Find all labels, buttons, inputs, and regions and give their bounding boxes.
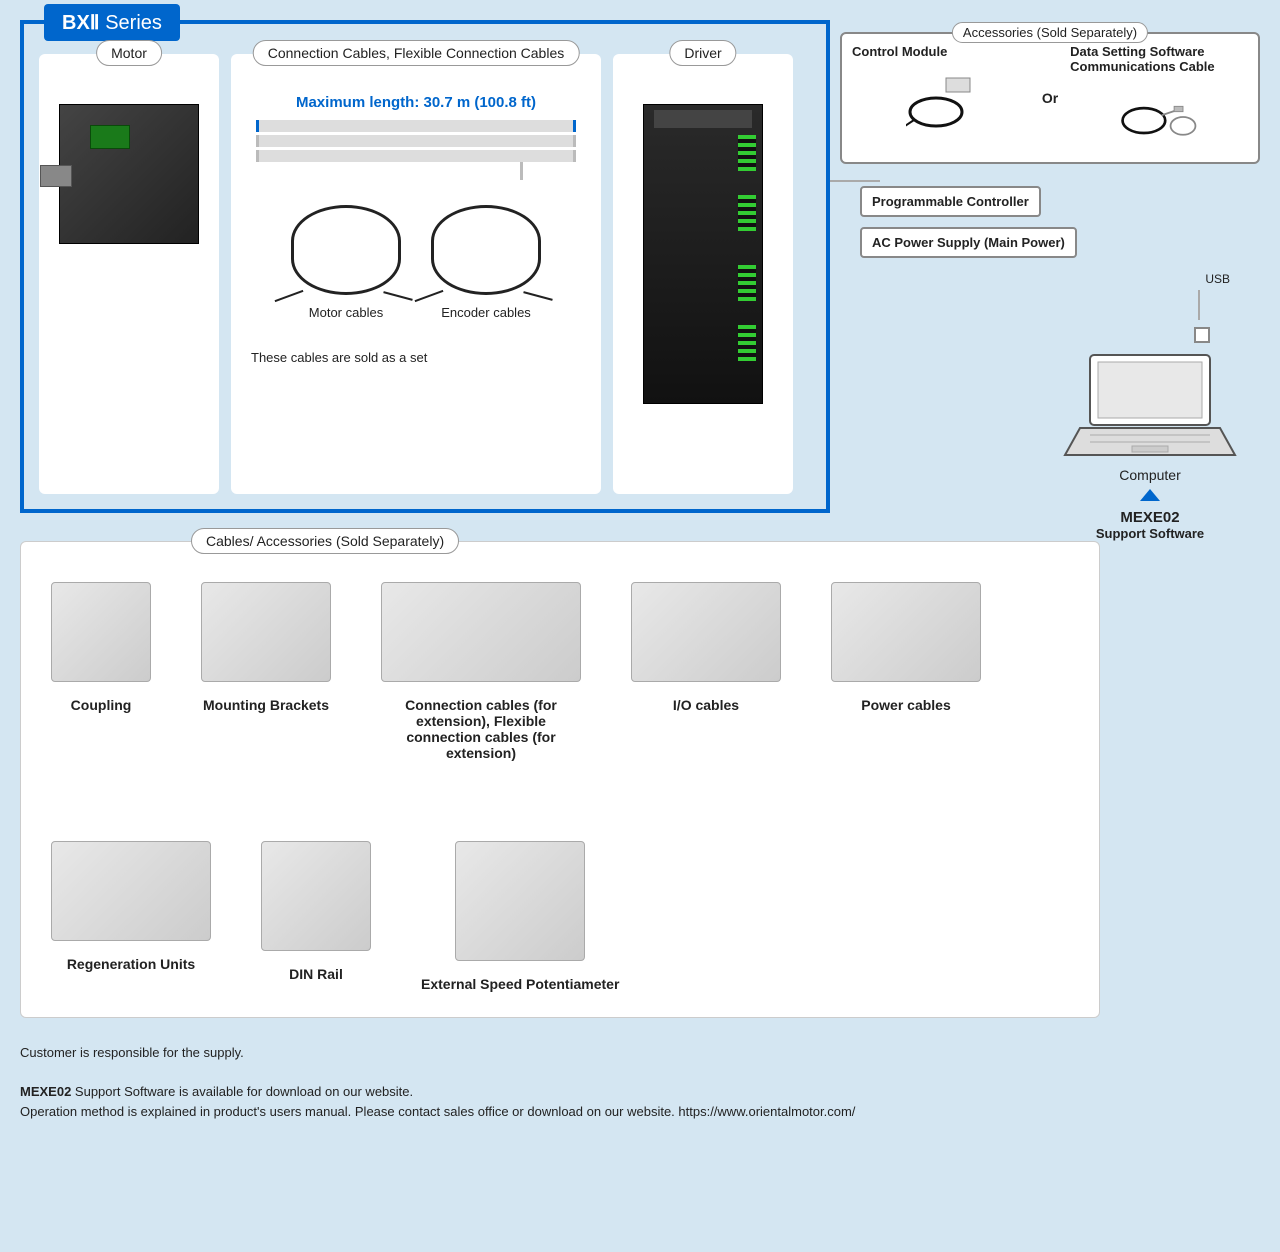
motor-image (59, 104, 199, 244)
cables-panel: Connection Cables, Flexible Connection C… (231, 54, 601, 494)
accessory-image-1 (201, 582, 331, 682)
accessory-label-2: Connection cables (for extension), Flexi… (381, 697, 581, 761)
accessory-item-4: Power cables (831, 582, 981, 761)
encoder-cable-icon (431, 205, 541, 295)
data-cable-module: Data Setting Software Communications Cab… (1070, 44, 1248, 152)
usb-line (1198, 290, 1200, 320)
usb-plug-icon (1194, 327, 1210, 343)
footer-line-1: Customer is responsible for the supply. (20, 1043, 1260, 1063)
computer-group: USB Computer MEXE02 Support Soft (1050, 268, 1260, 541)
accessories-top-title: Accessories (Sold Separately) (952, 22, 1148, 43)
data-cable-image (1119, 82, 1199, 152)
mexe-sub-label: Support Software (1050, 526, 1250, 541)
motor-panel: Motor (39, 54, 219, 494)
arrow-up-icon (1140, 489, 1160, 501)
controller-power-group: Programmable Controller AC Power Supply … (860, 176, 1077, 268)
accessory-label-5: Regeneration Units (51, 956, 211, 972)
encoder-cable-item: Encoder cables (431, 205, 541, 320)
driver-terminal-4 (738, 325, 756, 361)
footer-line-2: MEXE02 Support Software is available for… (20, 1082, 1260, 1102)
accessories-panel: Cables/ Accessories (Sold Separately) Co… (20, 541, 1100, 1018)
footer-line-2-rest: Support Software is available for downlo… (71, 1084, 413, 1099)
accessories-panel-title: Cables/ Accessories (Sold Separately) (191, 528, 459, 554)
accessory-item-5: Regeneration Units (51, 841, 211, 992)
cable-bar-2 (256, 135, 576, 147)
cable-images: Motor cables Encoder cables (291, 205, 541, 320)
accessory-label-0: Coupling (51, 697, 151, 713)
cables-label: Connection Cables, Flexible Connection C… (253, 40, 580, 66)
control-module-image (901, 67, 981, 137)
driver-terminal-1 (738, 135, 756, 171)
accessory-image-3 (631, 582, 781, 682)
accessory-label-3: I/O cables (631, 697, 781, 713)
accessory-item-0: Coupling (51, 582, 151, 761)
footer-strong: MEXE02 (20, 1084, 71, 1099)
accessory-item-1: Mounting Brackets (201, 582, 331, 761)
or-label: Or (1038, 90, 1062, 106)
driver-terminal-2 (738, 195, 756, 231)
cable-bars (256, 117, 576, 165)
control-module-label: Control Module (852, 44, 1030, 59)
mexe-label: MEXE02 (1050, 509, 1250, 526)
motor-cable-item: Motor cables (291, 205, 401, 320)
accessory-image-5 (51, 841, 211, 941)
accessory-image-6 (261, 841, 371, 951)
laptop: Computer MEXE02 Support Software (1050, 350, 1250, 541)
accessories-top-box: Accessories (Sold Separately) Control Mo… (840, 32, 1260, 164)
accessory-item-2: Connection cables (for extension), Flexi… (381, 582, 581, 761)
accessory-image-7 (455, 841, 585, 961)
driver-slot (654, 110, 752, 128)
cable-note: These cables are sold as a set (251, 350, 427, 365)
usb-connector (1050, 320, 1260, 350)
accessory-label-1: Mounting Brackets (201, 697, 331, 713)
motor-badge (90, 125, 130, 149)
data-cable-label: Data Setting Software Communications Cab… (1070, 44, 1248, 74)
top-row: BXⅡ Series Motor Connection Cables, Flex… (20, 20, 1260, 541)
accessory-label-7: External Speed Potentiameter (421, 976, 619, 992)
series-box: BXⅡ Series Motor Connection Cables, Flex… (20, 20, 830, 513)
driver-image (643, 104, 763, 404)
laptop-icon (1060, 350, 1240, 460)
footer-line-3: Operation method is explained in product… (20, 1102, 1260, 1122)
accessory-image-0 (51, 582, 151, 682)
driver-terminal-3 (738, 265, 756, 301)
series-prefix: BXⅡ (62, 12, 100, 34)
motor-cable-label: Motor cables (291, 305, 401, 320)
series-tag: BXⅡ Series (44, 4, 180, 41)
motor-cable-icon (291, 205, 401, 295)
computer-label: Computer (1050, 467, 1250, 483)
footer: Customer is responsible for the supply. … (20, 1043, 1260, 1121)
accessory-label-4: Power cables (831, 697, 981, 713)
encoder-cable-label: Encoder cables (431, 305, 541, 320)
accessory-item-7: External Speed Potentiameter (421, 841, 619, 992)
accessory-image-2 (381, 582, 581, 682)
ac-power-box: AC Power Supply (Main Power) (860, 227, 1077, 258)
right-column: Accessories (Sold Separately) Control Mo… (840, 20, 1260, 541)
accessory-image-4 (831, 582, 981, 682)
accessories-grid: Coupling Mounting Brackets Connection cabl… (51, 582, 1069, 992)
accessories-modules: Control Module Or Data Setting Software … (852, 44, 1248, 152)
series-suffix: Series (100, 12, 162, 34)
control-module: Control Module (852, 44, 1030, 152)
cable-bar-3 (256, 150, 576, 162)
cable-bar-1 (256, 120, 576, 132)
driver-panel: Driver (613, 54, 793, 494)
programmable-controller-box: Programmable Controller (860, 186, 1041, 217)
accessory-item-3: I/O cables (631, 582, 781, 761)
driver-label: Driver (669, 40, 736, 66)
max-length: Maximum length: 30.7 m (100.8 ft) (296, 94, 536, 111)
usb-label: USB (1050, 272, 1230, 286)
accessory-item-6: DIN Rail (261, 841, 371, 992)
accessory-label-6: DIN Rail (261, 966, 371, 982)
motor-label: Motor (96, 40, 162, 66)
